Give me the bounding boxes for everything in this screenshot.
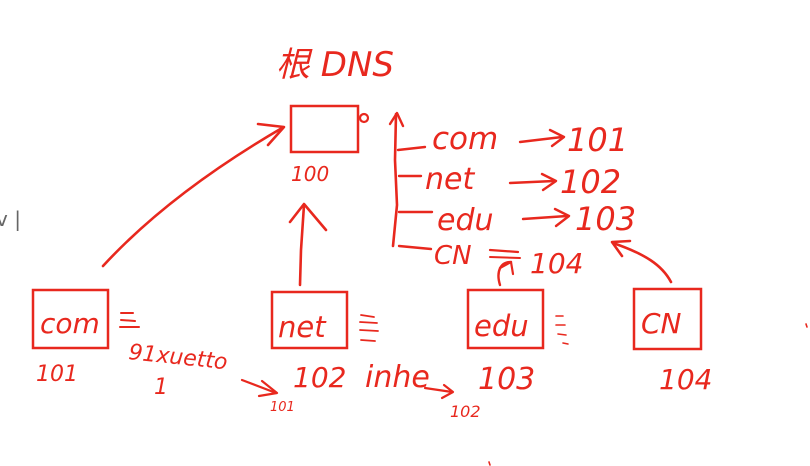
root-table-entry-target: 101 [567,121,628,159]
root-table-arrow-head [540,172,558,192]
root-table-bracket-top [388,111,405,128]
stray-mark [805,323,808,328]
root-table-entry-target: 103 [575,200,636,238]
tld-server-id: 103 [478,362,535,397]
tld-server-id: 104 [659,363,712,396]
ellipsis-mark [557,333,567,336]
arrow-cn-to-root [611,241,673,284]
ink-strokes [101,111,808,466]
ellipsis-mark [360,339,376,342]
arrow-com-annotation-head [257,379,279,398]
arrow-net-to-root [298,203,306,287]
tld-server-id: 102 [293,361,346,394]
root-dns-server-box [289,104,360,154]
com-entry-sub: 1 [154,375,168,400]
root-table-arrow-head [548,128,566,148]
tld-server-label: com [40,307,100,340]
root-table-entry-target: 102 [560,163,621,201]
arrow-edu-to-root-head [498,260,515,276]
net-entry-target: 102 [450,402,481,421]
stray-mark [488,461,491,466]
tld-server-box-edu [466,288,545,350]
tld-server-label: CN [641,307,682,340]
root-table-arrow [508,179,556,185]
root-table-dash [488,248,520,254]
root-table-entry-label: net [425,162,475,197]
root-table-tick [396,145,427,152]
arrow-cn-to-root-head [610,239,632,258]
root-table-arrow [521,214,569,221]
root-dns-title: 根 DNS [276,45,394,85]
root-table-arrow [518,135,564,144]
tld-server-box-cn [632,287,703,351]
root-table: com 101 net 102 edu 103 CN 104 [425,121,636,280]
root-table-arrow-head [553,207,571,228]
root-dns-server-dot [358,112,370,124]
ellipsis-mark [360,314,375,318]
arrow-com-to-root-head [256,122,286,147]
ellipsis-mark [359,321,378,324]
root-table-entry-label: CN [434,241,472,271]
tld-server-box-net [270,290,349,350]
arrow-net-to-root-head [288,202,328,232]
root-table-entry-label: com [432,121,498,157]
root-table-bracket [391,112,399,248]
tld-server-box-com [31,288,110,350]
tld-server-label: edu [474,309,529,343]
net-entry-name: inhe [365,360,430,395]
ellipsis-mark [562,342,569,345]
arrow-com-to-root [101,126,284,268]
arrow-com-annotation [240,378,278,395]
root-dns-id: 100 [291,162,329,186]
tld-server-label: net [278,310,327,344]
root-table-entry-target: 104 [530,247,583,280]
arrow-net-annotation-head [440,383,455,400]
ellipsis-mark [120,319,136,322]
root-table-tick [397,244,433,251]
arrow-net-annotation [423,386,454,394]
root-table-dash [489,256,521,259]
ellipsis-mark [359,329,379,332]
margin-mark: v | [0,207,21,231]
com-entry-target: 101 [270,400,295,415]
com-entry-name: 91xuetto [127,340,228,375]
root-table-entry-label: edu [437,203,494,238]
tld-server-id: 101 [36,362,78,387]
